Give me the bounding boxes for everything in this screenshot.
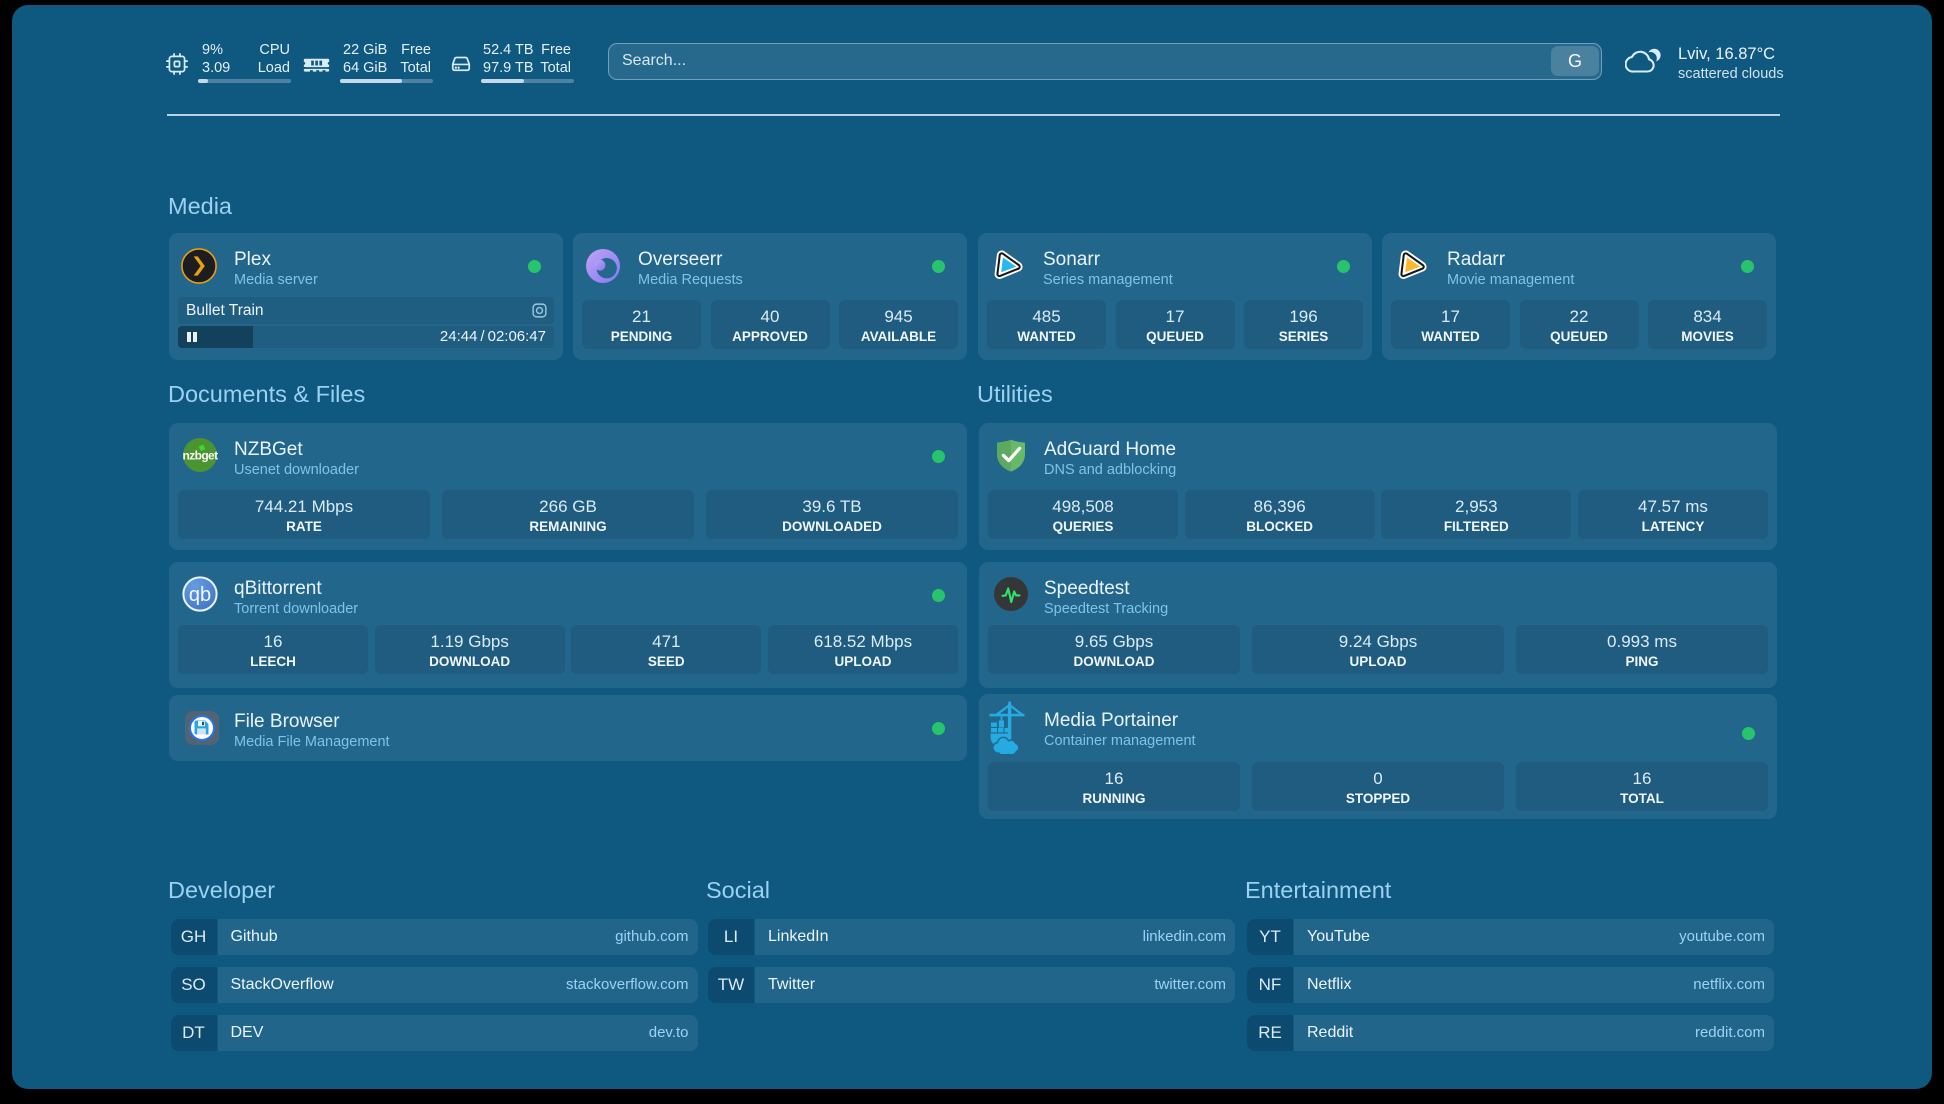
svg-text:nzbget: nzbget xyxy=(182,449,218,463)
svg-text:qb: qb xyxy=(189,584,211,606)
